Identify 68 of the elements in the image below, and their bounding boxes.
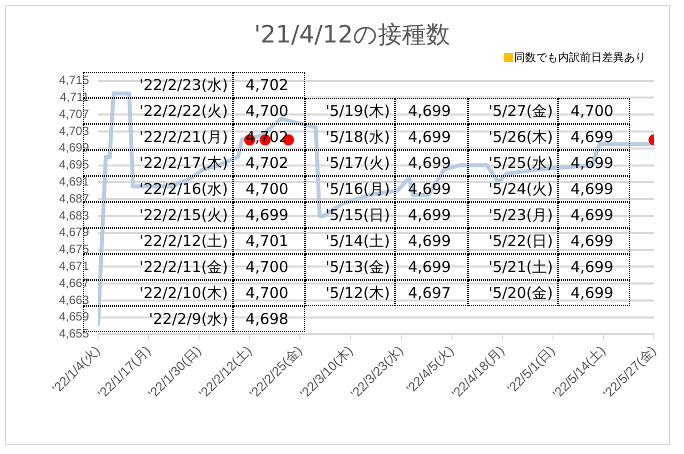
text: 同数でも内訳前日差異あり [513, 50, 646, 65]
annotation: 4,702 [233, 150, 305, 176]
annotation: 4,699 [558, 202, 630, 228]
y-tick-label: 4,707 [59, 106, 90, 121]
annotation: 4,699 [395, 176, 468, 202]
y-tick-label: 4,695 [59, 158, 90, 172]
annotation: '22/2/11(金) [139, 258, 228, 276]
chart-title: '21/4/12の接種数 [254, 20, 450, 49]
y-tick-label: 4,671 [59, 258, 90, 273]
annotation: 4,698 [233, 306, 305, 332]
annotation: '5/12(木) [305, 280, 395, 306]
annotation: '5/20(金) [468, 280, 558, 306]
annotation: '22/2/9(水) [148, 310, 228, 328]
annotation: '22/2/10(木) [139, 284, 228, 302]
annotation: '5/18(水) [305, 124, 395, 150]
y-tick-label: 4,699 [59, 140, 90, 155]
annotation: 4,699 [558, 228, 630, 254]
annotation: 4,699 [395, 254, 468, 280]
annotation: 4,701 [233, 228, 305, 254]
annotation: '22/2/17(木) [139, 154, 228, 172]
y-tick-label: 4,675 [59, 242, 90, 256]
y-tick-label: 4,711 [60, 90, 90, 104]
annotation: '22/2/16(水) [139, 180, 228, 198]
annotation: '5/16(月) [305, 176, 395, 202]
annotation: '5/22(日) [468, 228, 558, 254]
y-tick-label: 4,655 [59, 326, 90, 341]
annotation: '5/15(日) [305, 202, 395, 228]
y-tick-label: 4,663 [59, 292, 90, 307]
annotation: '5/25(水) [468, 150, 558, 176]
annotation: 4,699 [395, 124, 468, 150]
y-tick-label: 4,667 [59, 276, 90, 290]
annotation: 4,702 [233, 72, 305, 98]
annotation: '22/2/21(月) [139, 128, 228, 146]
annotation: 4,697 [395, 280, 468, 306]
annotation: 4,700 [233, 176, 305, 202]
annotation: 4,700 [233, 98, 305, 124]
annotation: '5/26(木) [468, 124, 558, 150]
annotation: 4,699 [395, 98, 468, 124]
annotation: 4,700 [233, 254, 305, 280]
annotation: '22/2/23(水) [139, 76, 228, 94]
y-tick-label: 4,691 [59, 174, 90, 188]
annotation: 4,699 [558, 280, 630, 306]
y-tick-label: 4,659 [59, 310, 90, 324]
annotation: '22/2/22(火) [139, 102, 228, 120]
annotation: 4,699 [558, 150, 630, 176]
annotation: '5/19(木) [305, 98, 395, 124]
annotation: '5/13(金) [305, 254, 395, 280]
annotation: 4,699 [395, 228, 468, 254]
annotation: 4,700 [233, 280, 305, 306]
y-tick-label: 4,715 [59, 73, 90, 88]
annotation: 4,699 [558, 124, 630, 150]
annotation: '5/24(火) [468, 176, 558, 202]
annotation: '5/23(月) [468, 202, 558, 228]
annotation: 4,699 [233, 202, 305, 228]
annotation: '5/27(金) [468, 98, 558, 124]
annotation: '22/2/15(火) [139, 206, 228, 224]
annotation: '5/17(火) [305, 150, 395, 176]
annotation: '22/2/12(土) [139, 232, 228, 250]
y-tick-label: 4,703 [59, 124, 90, 138]
annotation: '5/21(土) [468, 254, 558, 280]
annotation: 4,699 [558, 176, 630, 202]
annotation: 4,699 [395, 202, 468, 228]
annotation: 4,700 [558, 98, 630, 124]
annotation: 4,699 [395, 150, 468, 176]
annotation: '5/14(土) [305, 228, 395, 254]
annotation: 4,699 [558, 254, 630, 280]
y-tick-label: 4,687 [59, 191, 90, 206]
y-tick-label: 4,683 [59, 208, 90, 222]
